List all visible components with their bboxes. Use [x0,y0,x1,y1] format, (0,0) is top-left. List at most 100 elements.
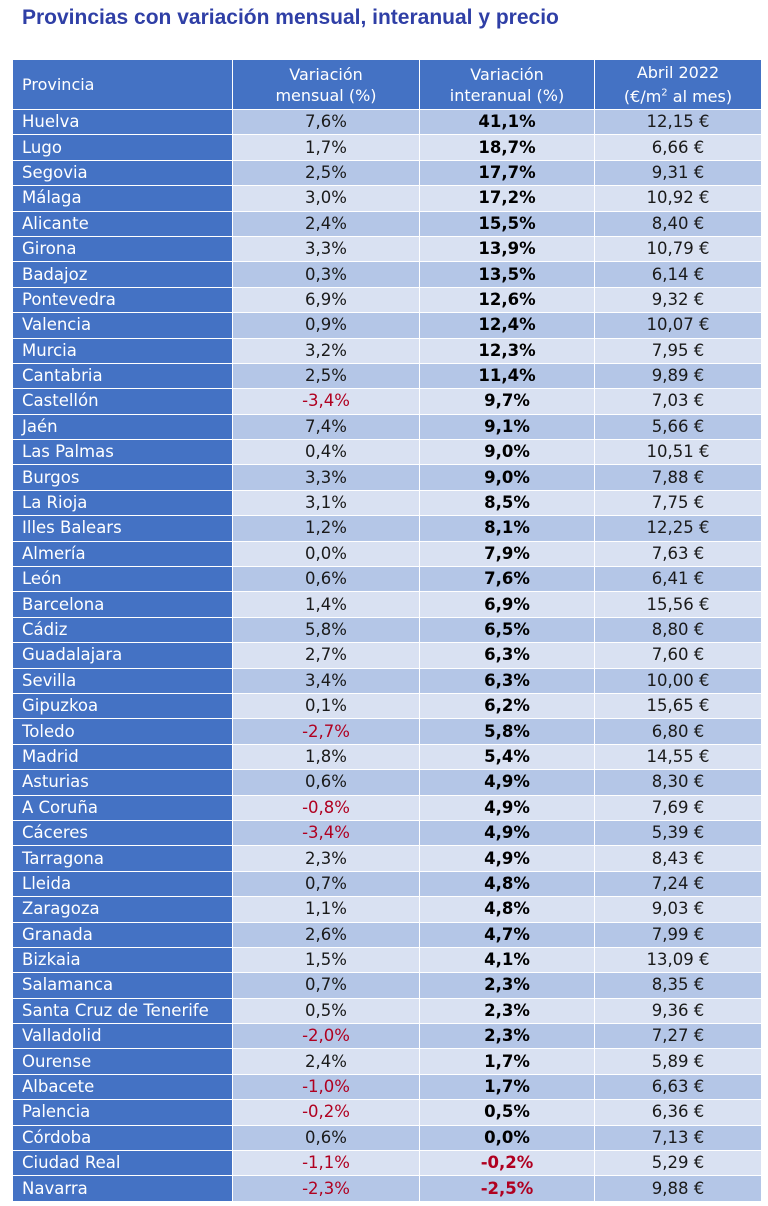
header-mensual: Variación mensual (%) [232,59,420,110]
cell-interanual: 9,1% [419,413,595,441]
cell-precio: 9,36 € [594,997,762,1025]
cell-interanual: 8,1% [419,515,595,542]
cell-precio: 9,89 € [594,362,762,390]
cell-mensual: 2,4% [232,210,420,237]
cell-precio: 6,80 € [594,718,762,745]
table-row: Cáceres -3,4% 4,9% 5,39 € [12,819,762,847]
cell-interanual: 12,3% [419,337,595,364]
cell-mensual: 3,0% [232,185,420,212]
cell-precio: 6,63 € [594,1073,762,1101]
table-row: Sevilla 3,4% 6,3% 10,00 € [12,667,762,694]
page-title: Provincias con variación mensual, intera… [22,6,559,29]
table-row: Toledo -2,7% 5,8% 6,80 € [12,718,762,745]
cell-interanual: 4,1% [419,946,595,974]
cell-interanual: 5,4% [419,743,595,771]
table-row: Gipuzkoa 0,1% 6,2% 15,65 € [12,692,762,720]
cell-interanual: 4,7% [419,921,595,948]
table-row: A Coruña -0,8% 4,9% 7,69 € [12,794,762,821]
cell-precio: 15,65 € [594,692,762,720]
cell-provincia: Pontevedra [12,286,233,314]
cell-interanual: 41,1% [419,108,595,136]
cell-provincia: Santa Cruz de Tenerife [12,997,233,1025]
table-row: Salamanca 0,7% 2,3% 8,35 € [12,972,762,999]
cell-precio: 7,63 € [594,540,762,568]
table-row: Valencia 0,9% 12,4% 10,07 € [12,312,762,339]
cell-interanual: 2,3% [419,1023,595,1050]
cell-precio: 7,88 € [594,464,762,491]
cell-provincia: Toledo [12,718,233,745]
cell-precio: 10,79 € [594,235,762,263]
table-row: Cádiz 5,8% 6,5% 8,80 € [12,616,762,644]
cell-mensual: 7,4% [232,413,420,441]
cell-precio: 9,31 € [594,159,762,187]
cell-mensual: 1,4% [232,591,420,618]
cell-provincia: Alicante [12,210,233,237]
cell-provincia: Burgos [12,464,233,491]
cell-interanual: 6,2% [419,692,595,720]
cell-provincia: Cáceres [12,819,233,847]
cell-provincia: Lleida [12,870,233,898]
table-row: La Rioja 3,1% 8,5% 7,75 € [12,489,762,517]
cell-precio: 5,29 € [594,1150,762,1177]
cell-interanual: 1,7% [419,1073,595,1101]
cell-precio: 7,75 € [594,489,762,517]
cell-mensual: 3,1% [232,489,420,517]
cell-mensual: 0,6% [232,769,420,796]
cell-provincia: Murcia [12,337,233,364]
table-row: Almería 0,0% 7,9% 7,63 € [12,540,762,568]
cell-interanual: 17,7% [419,159,595,187]
table-row: Illes Balears 1,2% 8,1% 12,25 € [12,515,762,542]
table-row: Madrid 1,8% 5,4% 14,55 € [12,743,762,771]
header-precio-line1: Abril 2022 [636,62,720,82]
table-row: Granada 2,6% 4,7% 7,99 € [12,921,762,948]
table-row: Castellón -3,4% 9,7% 7,03 € [12,388,762,415]
cell-mensual: 0,3% [232,261,420,288]
cell-mensual: 2,5% [232,362,420,390]
table-header: Provincia Variación mensual (%) Variació… [12,59,762,110]
table-row: Lugo 1,7% 18,7% 6,66 € [12,134,762,161]
cell-precio: 9,03 € [594,896,762,923]
cell-mensual: 2,7% [232,642,420,669]
cell-provincia: Granada [12,921,233,948]
cell-interanual: 4,8% [419,870,595,898]
table-row: Lleida 0,7% 4,8% 7,24 € [12,870,762,898]
cell-provincia: Madrid [12,743,233,771]
table-row: Zaragoza 1,1% 4,8% 9,03 € [12,896,762,923]
header-precio-unit-post: al mes) [667,87,733,107]
cell-precio: 9,88 € [594,1175,762,1202]
cell-provincia: A Coruña [12,794,233,821]
cell-mensual: -2,0% [232,1023,420,1050]
table-row: Huelva 7,6% 41,1% 12,15 € [12,108,762,136]
cell-interanual: 13,9% [419,235,595,263]
cell-mensual: -0,2% [232,1099,420,1126]
cell-mensual: -3,4% [232,388,420,415]
cell-interanual: 6,3% [419,667,595,694]
cell-precio: 14,55 € [594,743,762,771]
header-precio: Abril 2022 (€/m2 al mes) [594,59,762,110]
cell-mensual: 1,1% [232,896,420,923]
cell-precio: 6,41 € [594,566,762,593]
cell-mensual: 1,8% [232,743,420,771]
table-row: Alicante 2,4% 15,5% 8,40 € [12,210,762,237]
cell-precio: 7,95 € [594,337,762,364]
cell-interanual: 2,3% [419,972,595,999]
table-row: Málaga 3,0% 17,2% 10,92 € [12,185,762,212]
header-interanual-line2: interanual (%) [449,85,565,105]
cell-interanual: 15,5% [419,210,595,237]
cell-provincia: Huelva [12,108,233,136]
data-table: Provincia Variación mensual (%) Variació… [12,59,762,1202]
cell-mensual: -0,8% [232,794,420,821]
table-row: Córdoba 0,6% 0,0% 7,13 € [12,1124,762,1152]
cell-interanual: 12,6% [419,286,595,314]
cell-provincia: Badajoz [12,261,233,288]
cell-provincia: Albacete [12,1073,233,1101]
cell-mensual: 0,7% [232,870,420,898]
cell-mensual: 3,4% [232,667,420,694]
cell-precio: 6,66 € [594,134,762,161]
cell-interanual: 9,0% [419,439,595,466]
cell-mensual: -2,3% [232,1175,420,1202]
cell-precio: 6,14 € [594,261,762,288]
cell-interanual: 7,9% [419,540,595,568]
cell-mensual: 1,7% [232,134,420,161]
cell-mensual: 0,6% [232,1124,420,1152]
